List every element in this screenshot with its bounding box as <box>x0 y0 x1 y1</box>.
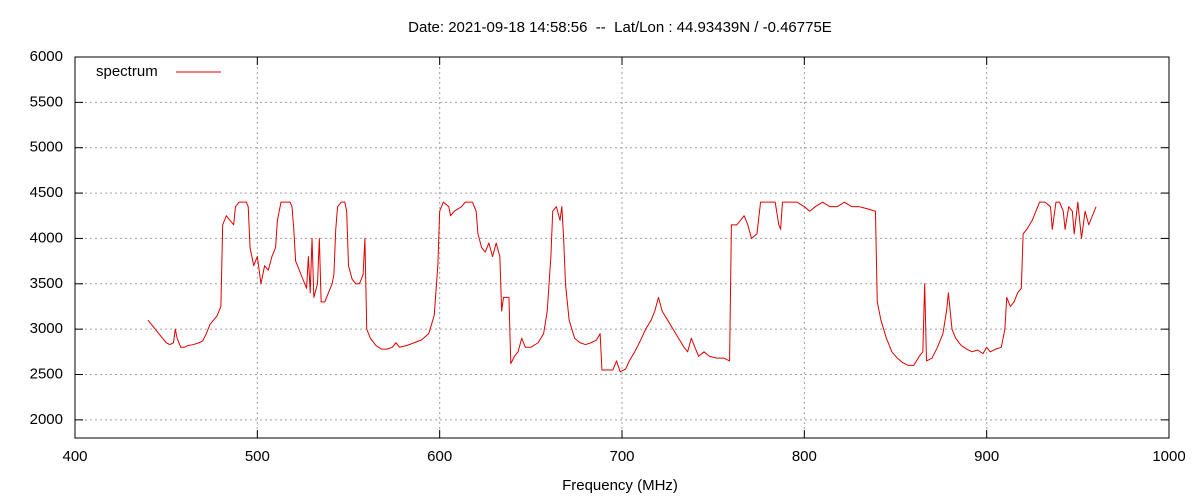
y-tick-label: 5000 <box>30 139 63 156</box>
x-tick-label: 700 <box>609 448 634 465</box>
y-tick-label: 2000 <box>30 411 63 428</box>
y-tick-label: 6000 <box>30 48 63 65</box>
x-tick-label: 800 <box>792 448 817 465</box>
y-tick-label: 2500 <box>30 365 63 382</box>
y-tick-label: 3500 <box>30 275 63 292</box>
x-tick-label: 1000 <box>1152 448 1185 465</box>
x-tick-label: 400 <box>62 448 87 465</box>
y-tick-label: 5500 <box>30 93 63 110</box>
x-tick-label: 600 <box>427 448 452 465</box>
y-tick-label: 4000 <box>30 229 63 246</box>
y-tick-label: 3000 <box>30 320 63 337</box>
x-tick-label: 900 <box>974 448 999 465</box>
chart-title: Date: 2021-09-18 14:58:56 -- Lat/Lon : 4… <box>408 19 832 36</box>
plot-border <box>74 56 1170 439</box>
x-tick-label: 500 <box>245 448 270 465</box>
legend-label: spectrum <box>96 63 158 80</box>
spectrum-line <box>147 201 1097 373</box>
y-tick-label: 4500 <box>30 184 63 201</box>
x-axis-label: Frequency (MHz) <box>562 477 678 494</box>
